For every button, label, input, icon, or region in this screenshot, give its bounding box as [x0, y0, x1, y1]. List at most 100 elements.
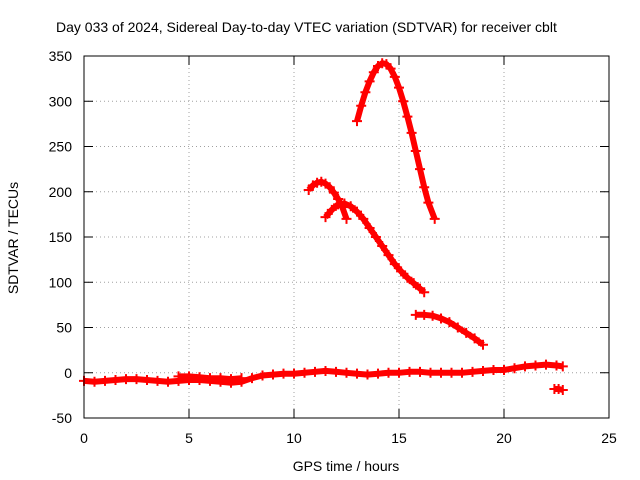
series-arc-4 — [410, 309, 488, 350]
data-point — [320, 212, 331, 223]
data-point — [194, 372, 205, 383]
data-point — [385, 63, 396, 74]
data-point — [467, 366, 478, 377]
data-point — [406, 127, 417, 138]
y-tick-label: 150 — [49, 229, 73, 245]
data-point — [364, 76, 375, 87]
data-point — [410, 146, 421, 157]
x-tick-label: 25 — [601, 430, 617, 446]
data-point — [328, 187, 339, 198]
data-point — [444, 317, 455, 328]
data-point — [478, 365, 488, 376]
data-point — [402, 272, 413, 283]
y-tick-label: -50 — [52, 410, 72, 426]
data-point — [394, 82, 404, 93]
data-point — [520, 361, 530, 372]
data-point — [415, 366, 425, 377]
y-tick-label: 300 — [49, 93, 73, 109]
x-tick-label: 0 — [80, 430, 88, 446]
x-tick-label: 15 — [391, 430, 407, 446]
data-point — [331, 366, 341, 377]
data-point — [341, 367, 352, 378]
data-point — [557, 361, 568, 372]
y-tick-label: 0 — [64, 365, 72, 381]
data-point — [257, 370, 268, 381]
y-tick-label: 200 — [49, 184, 73, 200]
data-point — [152, 375, 163, 386]
data-point — [419, 309, 430, 320]
data-point — [362, 369, 373, 380]
data-point — [370, 232, 381, 242]
data-point — [299, 367, 310, 378]
data-point — [530, 360, 541, 371]
data-point — [289, 368, 299, 379]
data-point — [268, 369, 278, 380]
data-point — [326, 204, 337, 215]
data-point — [142, 374, 152, 385]
data-point — [408, 278, 419, 289]
data-point — [429, 213, 440, 224]
data-point — [452, 322, 463, 333]
plot-frame — [83, 55, 610, 419]
data-point — [427, 310, 438, 321]
data-point — [310, 366, 320, 377]
data-point — [278, 368, 289, 379]
data-point — [469, 333, 480, 344]
series-arc-3 — [352, 58, 440, 224]
grid-lines — [84, 56, 609, 418]
data-point — [352, 206, 362, 217]
series-arc-2 — [320, 198, 430, 298]
data-point — [100, 375, 110, 386]
data-point — [89, 376, 100, 387]
data-point — [410, 309, 421, 320]
data-point — [457, 367, 467, 378]
series-baseline-spread — [173, 371, 247, 385]
y-tick-label: 250 — [49, 139, 73, 155]
data-point — [419, 182, 430, 193]
x-tick-label: 20 — [496, 430, 512, 446]
data-point — [215, 373, 226, 384]
data-point — [383, 250, 394, 261]
data-marks — [79, 58, 568, 395]
data-point — [173, 371, 184, 382]
data-point — [226, 374, 236, 385]
data-point — [324, 182, 335, 193]
data-point — [509, 363, 520, 374]
data-point — [423, 197, 434, 208]
data-point — [110, 374, 121, 385]
data-point — [404, 366, 415, 377]
data-point — [398, 96, 409, 107]
data-point — [320, 365, 331, 376]
x-axis-label: GPS time / hours — [293, 458, 400, 474]
data-point — [184, 371, 194, 382]
data-point — [415, 164, 425, 175]
data-point — [394, 367, 404, 378]
data-point — [339, 198, 350, 209]
data-point — [436, 367, 446, 378]
data-point — [383, 367, 394, 378]
data-point — [436, 313, 446, 324]
data-point — [356, 100, 367, 111]
data-point — [131, 374, 142, 385]
data-point — [360, 87, 371, 98]
chart-title: Day 033 of 2024, Sidereal Day-to-day VTE… — [56, 19, 557, 35]
data-point — [488, 365, 499, 376]
data-point — [389, 259, 400, 270]
data-point — [352, 116, 362, 127]
data-point — [358, 213, 369, 224]
data-point — [205, 373, 215, 384]
data-point — [402, 111, 413, 122]
y-axis-label: SDTVAR / TECUs — [5, 182, 21, 294]
data-point — [236, 373, 247, 384]
y-tick-label: 350 — [49, 48, 73, 64]
data-point — [557, 384, 568, 395]
y-tick-label: 50 — [56, 320, 72, 336]
tick-labels: 0 5 10 15 20 25 -50 0 50 100 150 200 250 300 350 — [49, 48, 617, 446]
data-point — [341, 213, 352, 224]
data-point — [419, 287, 430, 298]
data-point — [461, 327, 472, 338]
data-point — [499, 365, 509, 376]
data-point — [352, 368, 362, 379]
